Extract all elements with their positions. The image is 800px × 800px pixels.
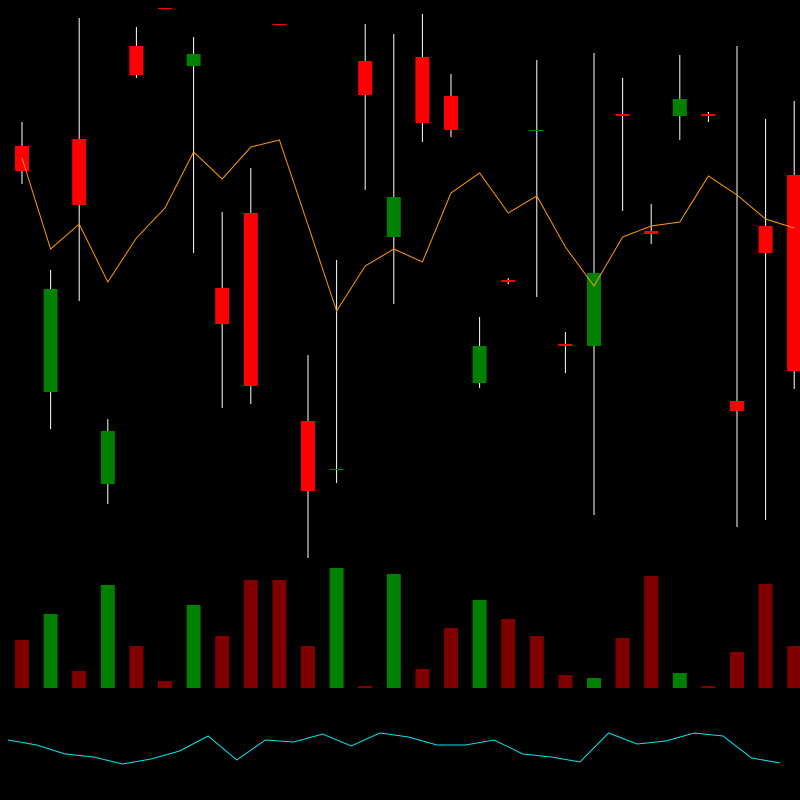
indicator-line — [7, 732, 781, 765]
volume-bar — [129, 646, 144, 688]
volume-bar — [529, 636, 544, 688]
candle-body — [158, 8, 172, 9]
volume-bar — [100, 585, 115, 688]
volume-bar — [43, 614, 58, 688]
volume-bar — [787, 646, 800, 688]
volume-bar — [158, 681, 172, 688]
volume-bar — [386, 574, 401, 688]
candle-body — [386, 197, 401, 237]
candle-body — [472, 346, 487, 383]
volume-bar — [587, 678, 601, 688]
volume-bar — [644, 576, 659, 688]
volume-bar — [730, 652, 744, 688]
volume-bar — [301, 646, 315, 688]
volume-bar — [243, 580, 258, 688]
candle-body — [730, 401, 744, 411]
candle-body — [415, 57, 430, 123]
volume-bar — [501, 619, 516, 688]
candle-body — [100, 431, 115, 484]
candle-body — [186, 54, 201, 66]
candle-body — [444, 96, 458, 130]
volume-bar — [472, 600, 487, 688]
candle-body — [72, 139, 87, 205]
moving-average-line — [21, 139, 795, 313]
candle-body — [129, 46, 144, 75]
volume-bar — [215, 636, 230, 688]
volume-bar — [15, 640, 29, 688]
candle-body — [787, 175, 800, 371]
volume-bar — [72, 671, 87, 688]
volume-bar — [415, 669, 430, 688]
candle-body — [272, 24, 287, 25]
volume-bar — [358, 686, 373, 688]
volume-bar — [444, 628, 458, 688]
volume-bar — [701, 686, 716, 688]
candle-body — [301, 421, 315, 491]
candle-body — [329, 469, 344, 470]
candle-body — [529, 130, 544, 131]
volume-bar — [186, 605, 201, 688]
volume-bar — [272, 580, 287, 688]
candle-body — [43, 289, 58, 392]
candle-body — [587, 273, 601, 346]
candle-body — [672, 99, 687, 116]
candle-body — [358, 61, 373, 95]
candle-body — [758, 226, 773, 253]
candle-body — [558, 344, 573, 346]
candle-body — [701, 114, 716, 116]
candle-body — [644, 231, 659, 234]
volume-bar — [558, 675, 573, 688]
volume-bar — [615, 638, 630, 688]
volume-bar — [329, 568, 344, 688]
candle-body — [615, 114, 630, 116]
candle-body — [243, 213, 258, 386]
candle-body — [501, 280, 516, 282]
volume-bar — [672, 673, 687, 688]
volume-bar — [758, 584, 773, 688]
candle-body — [215, 288, 230, 324]
